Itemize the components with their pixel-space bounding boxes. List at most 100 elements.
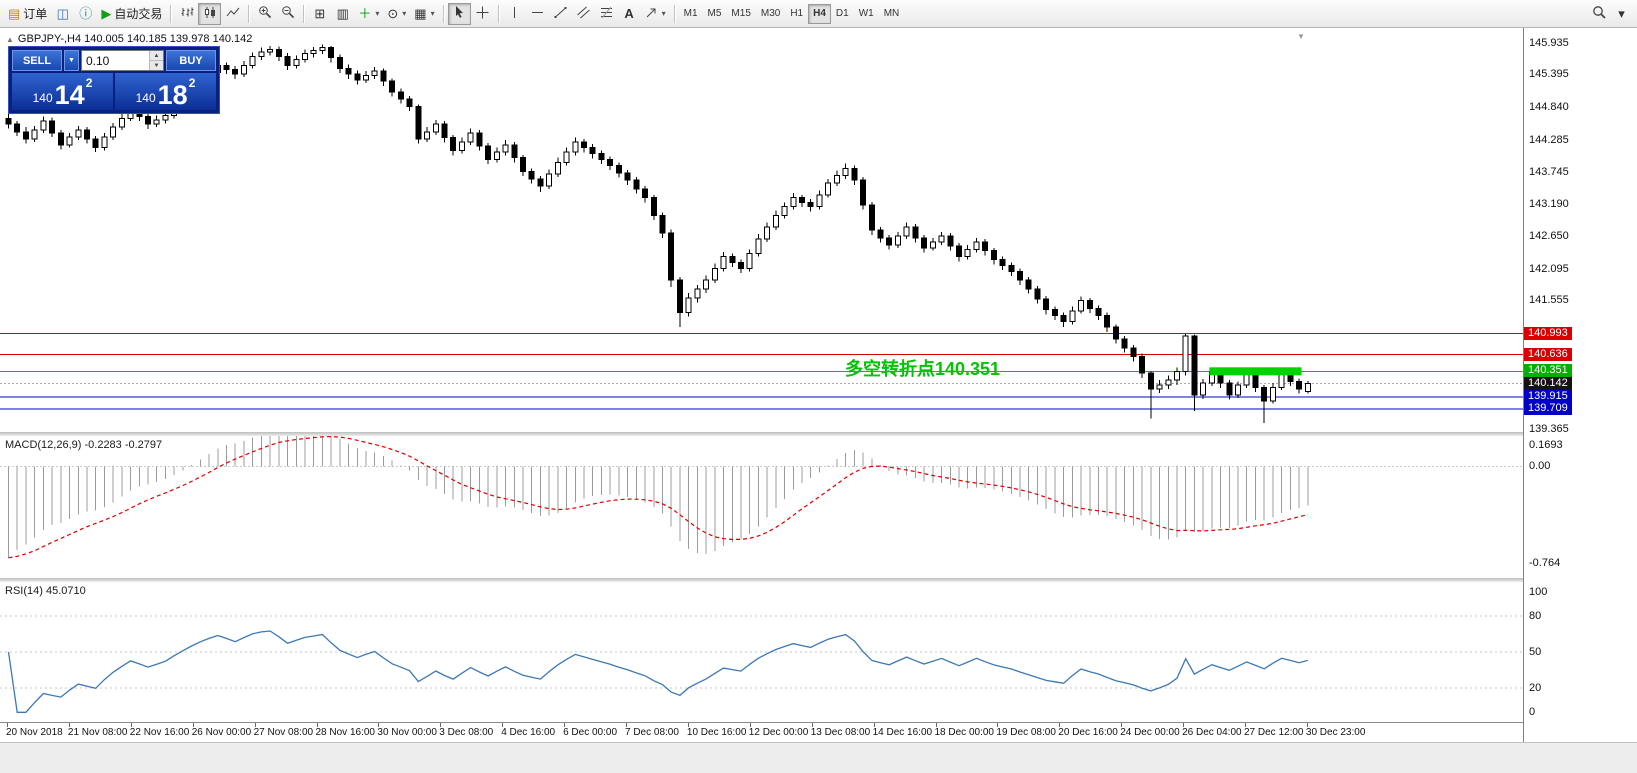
- timeframe-D1[interactable]: D1: [831, 4, 854, 24]
- chart-shift-marker[interactable]: ▼: [1297, 32, 1305, 41]
- timeframe-M30[interactable]: M30: [756, 4, 785, 24]
- sell-price-sup: 2: [85, 76, 93, 90]
- toolbar-separator: [673, 4, 675, 23]
- chart-type-candles-button[interactable]: [198, 2, 222, 25]
- cursor-button[interactable]: [447, 2, 471, 25]
- axis-tick-label: 0.00: [1529, 460, 1551, 473]
- autotrade-button-label: 自动交易: [114, 7, 163, 21]
- axis-tick-label: 143.190: [1529, 198, 1569, 211]
- timeframe-M15[interactable]: M15: [726, 4, 755, 24]
- time-axis-label: 30 Nov 00:00: [377, 727, 437, 738]
- chart-window-button[interactable]: ◫: [51, 3, 74, 25]
- candlestick-chart[interactable]: [0, 30, 1523, 432]
- chart-type-line-button[interactable]: [221, 3, 244, 25]
- time-axis-tick: [192, 723, 194, 727]
- tile-windows-icon: ⊞: [314, 6, 326, 21]
- volume-box: ▲ ▼: [81, 50, 164, 71]
- time-axis-tick: [811, 723, 813, 727]
- macd-axis-scale[interactable]: 0.1693 0.00 -0.764: [1524, 436, 1637, 578]
- chart-type-bars-button[interactable]: [175, 3, 198, 25]
- timeframe-H4[interactable]: H4: [808, 3, 831, 24]
- autotrade-button[interactable]: ▶ 自动交易: [97, 3, 166, 25]
- buy-button[interactable]: BUY: [166, 50, 216, 71]
- toolbar-options-button[interactable]: ▾: [1610, 3, 1633, 25]
- time-axis-tick: [935, 723, 937, 727]
- toolbar-options-icon: ▾: [1618, 6, 1625, 21]
- sell-button[interactable]: SELL: [12, 50, 62, 71]
- templates-button[interactable]: ▦ ▾: [410, 3, 438, 25]
- time-axis-tick: [502, 723, 504, 727]
- periods-button[interactable]: ⊙ ▾: [383, 3, 410, 25]
- volume-decrease-button[interactable]: ▼: [150, 61, 163, 70]
- profile-button[interactable]: ⓘ: [74, 3, 97, 25]
- price-level-label: 139.915: [1524, 389, 1572, 403]
- time-axis-tick: [626, 723, 627, 727]
- axis-tick-label: 0.1693: [1529, 438, 1563, 451]
- text-tool-button[interactable]: A: [618, 3, 641, 25]
- axis-tick-label: 142.650: [1529, 230, 1569, 242]
- one-click-toggle-icon[interactable]: ▲: [6, 34, 14, 44]
- rsi-chart: [0, 615, 1523, 713]
- buy-price[interactable]: 140 18 2: [115, 73, 216, 110]
- cascade-windows-button[interactable]: ▥: [331, 3, 354, 25]
- trendline-icon: [554, 6, 567, 22]
- time-axis-tick: [254, 723, 256, 727]
- macd-chart: [0, 436, 1523, 559]
- timeframe-M5[interactable]: M5: [703, 4, 727, 24]
- volume-input[interactable]: [82, 51, 149, 70]
- rsi-axis-scale[interactable]: 100 80 50 20 0: [1524, 582, 1637, 722]
- volume-dropdown-button[interactable]: ▼: [64, 50, 79, 71]
- zoom-out-button[interactable]: [276, 3, 299, 25]
- rsi-panel[interactable]: RSI(14) 45.0710: [0, 582, 1523, 722]
- zoom-in-button[interactable]: [253, 3, 276, 25]
- chevron-down-icon: ▾: [661, 9, 666, 18]
- buy-price-prefix: 140: [135, 91, 156, 105]
- indicators-button[interactable]: ＋ ▾: [354, 3, 383, 25]
- fibonacci-button[interactable]: [595, 3, 618, 25]
- panel-splitter[interactable]: [0, 432, 1637, 436]
- axis-tick-label: 144.285: [1529, 133, 1569, 146]
- tile-windows-button[interactable]: ⊞: [308, 3, 331, 25]
- vertical-line-button[interactable]: [503, 3, 526, 25]
- time-axis-label: 30 Dec 23:00: [1305, 727, 1366, 738]
- time-axis-tick: [1059, 723, 1061, 727]
- trendline-button[interactable]: [549, 3, 572, 25]
- crosshair-button[interactable]: [471, 3, 494, 25]
- axis-tick-label: 145.935: [1529, 36, 1569, 49]
- price-axis-scale[interactable]: 145.935 145.395 144.840 144.285 143.745 143.1…: [1524, 30, 1637, 435]
- timeframe-H1[interactable]: H1: [785, 4, 808, 24]
- time-axis[interactable]: 20 Nov 2018 21 Nov 08:00 22 Nov 16:00 26 No…: [0, 722, 1637, 743]
- toolbar-separator: [442, 4, 444, 23]
- timeframe-MN[interactable]: MN: [879, 4, 905, 24]
- arrows-icon: [645, 6, 658, 22]
- timeframe-W1[interactable]: W1: [854, 4, 879, 24]
- horizontal-line-button[interactable]: [526, 3, 549, 25]
- sell-price[interactable]: 140 14 2: [12, 73, 113, 110]
- price-chart-panel[interactable]: ▲ GBPJPY-,H4 140.005 140.185 139.978 140…: [0, 30, 1523, 432]
- time-axis-tick: [1245, 723, 1246, 727]
- new-order-button[interactable]: ▤ 订单: [4, 3, 51, 25]
- symbol-row: ▲ GBPJPY-,H4 140.005 140.185 139.978 140…: [6, 33, 252, 45]
- buy-price-sup: 2: [188, 76, 196, 90]
- timeframe-M1[interactable]: M1: [679, 4, 703, 24]
- symbol-search-button[interactable]: [1587, 3, 1610, 25]
- arrows-button[interactable]: ▾: [641, 3, 670, 25]
- time-axis-label: 13 Dec 08:00: [810, 727, 871, 738]
- axis-tick-label: 100: [1529, 585, 1548, 598]
- time-axis-label: 19 Dec 08:00: [996, 727, 1056, 738]
- time-axis-label: 27 Dec 12:00: [1244, 727, 1304, 738]
- panel-splitter[interactable]: [0, 578, 1637, 582]
- chevron-down-icon: ▾: [375, 9, 380, 18]
- channel-button[interactable]: [572, 3, 595, 25]
- time-axis-tick: [378, 723, 380, 727]
- toolbar-separator: [248, 4, 250, 23]
- symbol-search-icon: [1592, 5, 1606, 22]
- chart-workspace: ▲ GBPJPY-,H4 140.005 140.185 139.978 140…: [0, 28, 1637, 773]
- chevron-down-icon: ▾: [430, 9, 435, 18]
- macd-panel[interactable]: MACD(12,26,9) -0.2283 -0.2797: [0, 436, 1523, 578]
- volume-increase-button[interactable]: ▲: [150, 51, 163, 61]
- price-level-label: 140.636: [1524, 347, 1572, 361]
- price-axis[interactable]: 145.935 145.395 144.840 144.285 143.745 143.1…: [1523, 28, 1637, 742]
- channel-icon: [576, 6, 590, 22]
